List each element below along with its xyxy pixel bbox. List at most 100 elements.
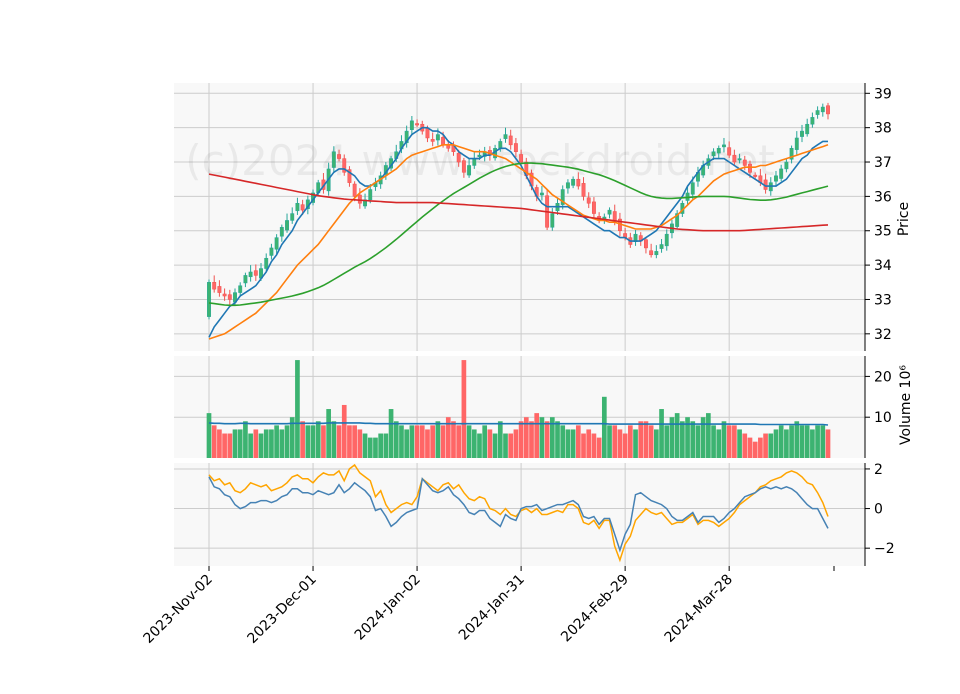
candle-body	[368, 189, 373, 201]
candle-body	[467, 165, 472, 176]
candle-body	[285, 220, 289, 231]
candle-body	[300, 204, 305, 211]
volume-bar	[617, 429, 623, 458]
volume-bar	[549, 417, 555, 458]
volume-bar	[243, 421, 248, 458]
volume-bar	[560, 425, 566, 458]
volume-bar	[607, 425, 612, 458]
volume-bar	[763, 433, 768, 458]
candle-body	[659, 244, 664, 249]
moving-average-line	[208, 162, 829, 307]
candle-body	[649, 250, 654, 256]
candle-body	[212, 282, 217, 290]
candle-body	[222, 293, 227, 297]
volume-bar	[513, 429, 519, 458]
candle-body	[789, 148, 794, 160]
volume-bar	[508, 433, 514, 458]
volume-bar	[726, 425, 732, 458]
volume-bar	[248, 433, 253, 458]
candle-body	[805, 123, 810, 135]
candle-body	[571, 178, 576, 186]
x-tick-label: 2023-Nov-02	[141, 572, 216, 647]
volume-bar	[518, 421, 524, 458]
volume-bar	[305, 425, 311, 458]
volume-bar	[336, 425, 342, 458]
volume-bar	[503, 433, 508, 458]
candle-body	[347, 169, 352, 183]
volume-average-line	[208, 422, 829, 426]
volume-bar	[497, 421, 503, 458]
volume-bar	[300, 421, 305, 458]
candle-body	[248, 271, 253, 278]
volume-bar	[445, 417, 451, 458]
volume-bar	[586, 429, 592, 458]
candle-body	[295, 203, 300, 212]
volume-bar	[263, 429, 269, 458]
volume-bar	[289, 417, 295, 458]
volume-bar	[274, 425, 279, 458]
candle-body	[269, 247, 274, 256]
volume-bar	[373, 437, 378, 458]
candle-body	[253, 270, 258, 276]
volume-bar	[778, 425, 784, 458]
candle-body	[820, 106, 825, 113]
volume-bar	[211, 425, 217, 458]
volume-bar	[565, 429, 571, 458]
price-y-tick-label: 35	[874, 224, 892, 240]
volume-bar	[664, 425, 670, 458]
volume-bar	[482, 425, 488, 458]
volume-bar	[409, 425, 415, 458]
volume-bar	[648, 425, 654, 458]
candle-body	[591, 201, 596, 214]
volume-bar	[758, 437, 763, 458]
candle-body	[675, 213, 680, 227]
candle-body	[513, 143, 518, 152]
price-panel	[174, 83, 865, 351]
volume-bar	[804, 425, 810, 458]
oscillator-panel	[174, 463, 865, 566]
volume-bar	[581, 433, 586, 458]
candle-body	[810, 117, 815, 125]
volume-bar	[799, 425, 805, 458]
candle-body	[565, 182, 570, 189]
volume-bar	[633, 429, 638, 458]
candle-body	[274, 237, 279, 250]
candle-body	[737, 158, 742, 161]
candle-body	[576, 178, 581, 187]
candle-body	[352, 183, 357, 197]
candle-body	[586, 197, 591, 204]
candle-body	[430, 139, 435, 142]
candle-body	[461, 160, 466, 173]
volume-bar	[357, 429, 363, 458]
candle-body	[243, 275, 248, 284]
volume-bar	[721, 421, 727, 458]
volume-bar	[367, 437, 373, 458]
candle-body	[711, 151, 716, 157]
volume-bar	[237, 429, 243, 458]
volume-bar	[810, 429, 815, 458]
candle-body	[779, 168, 784, 179]
volume-bar	[815, 425, 820, 458]
candle-body	[753, 174, 758, 177]
candle-body	[727, 147, 732, 156]
price-y-tick-label: 34	[874, 258, 892, 274]
volume-bar	[706, 413, 711, 458]
candle-body	[342, 158, 347, 173]
volume-bar	[768, 433, 774, 458]
volume-bar	[284, 425, 290, 458]
candle-body	[539, 192, 544, 196]
volume-bar	[690, 421, 696, 458]
candle-body	[290, 213, 295, 221]
candle-body	[425, 128, 430, 139]
price-y-tick-label: 39	[874, 86, 892, 102]
volume-bar	[674, 413, 680, 458]
volume-bar	[393, 421, 399, 458]
volume-bar	[487, 429, 493, 458]
volume-bar	[388, 409, 394, 458]
price-y-tick-label: 33	[874, 292, 892, 308]
volume-bar	[477, 433, 482, 458]
price-y-tick-label: 37	[874, 155, 892, 171]
candle-body	[503, 134, 508, 139]
